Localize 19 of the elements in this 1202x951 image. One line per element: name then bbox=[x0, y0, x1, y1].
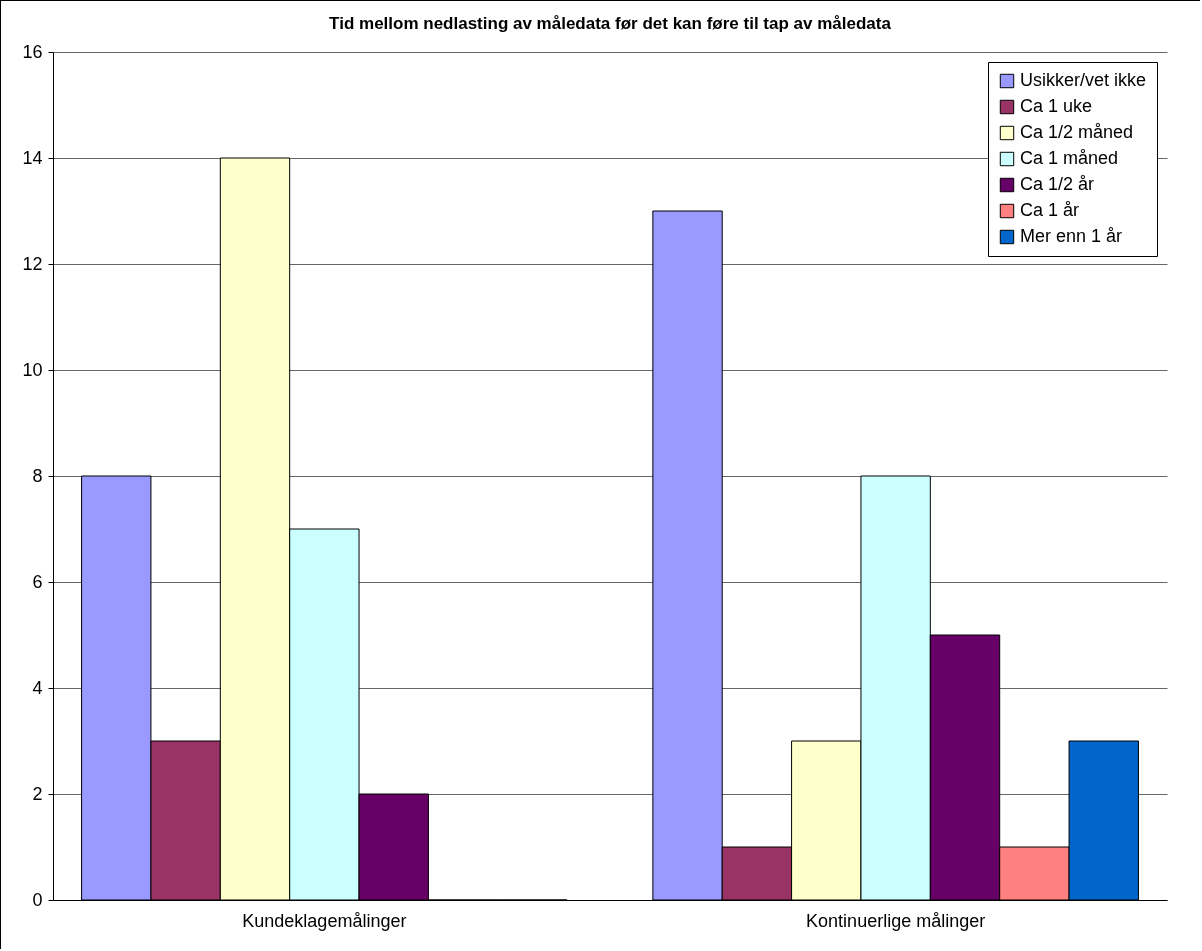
y-tick-label: 8 bbox=[32, 465, 43, 486]
legend-label: Usikker/vet ikke bbox=[1020, 70, 1147, 90]
y-tick-label: 6 bbox=[32, 571, 43, 592]
y-tick-label: 4 bbox=[32, 677, 43, 698]
y-tick-label: 16 bbox=[22, 41, 43, 62]
y-tick-label: 14 bbox=[22, 147, 43, 168]
y-tick-label: 2 bbox=[32, 783, 43, 804]
legend-label: Ca 1/2 år bbox=[1020, 174, 1095, 194]
x-tick-label: Kundeklagemålinger bbox=[242, 910, 407, 931]
y-tick-label: 0 bbox=[32, 889, 43, 910]
legend-label: Ca 1 år bbox=[1020, 200, 1080, 220]
chart-title: Tid mellom nedlasting av måledata før det kan føre til tap av måledata bbox=[329, 14, 892, 33]
legend-label: Ca 1 måned bbox=[1020, 148, 1119, 168]
y-tick-label: 10 bbox=[22, 359, 43, 380]
legend-label: Ca 1 uke bbox=[1020, 96, 1093, 116]
x-tick-label: Kontinuerlige målinger bbox=[806, 910, 986, 931]
legend-label: Ca 1/2 måned bbox=[1020, 122, 1134, 142]
y-tick-label: 12 bbox=[22, 253, 43, 274]
legend-label: Mer enn 1 år bbox=[1020, 226, 1123, 246]
